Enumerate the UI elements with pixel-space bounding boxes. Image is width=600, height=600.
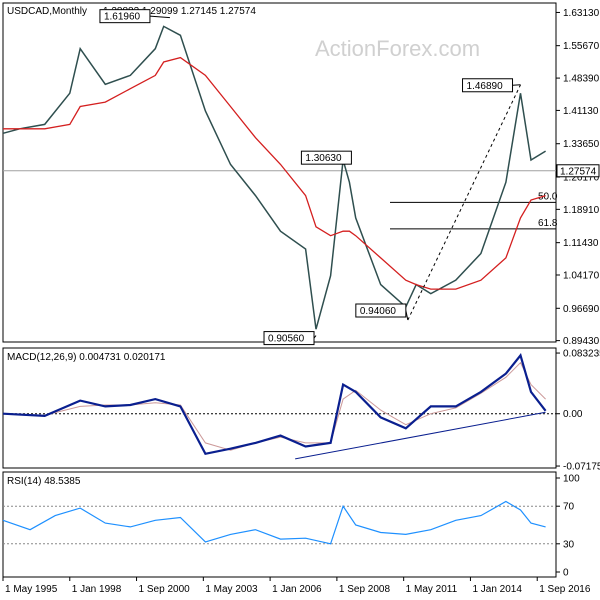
price-series <box>2 25 546 330</box>
price-annotations: 1.61960 1.30630 0.90560 0.94060 1.46890 <box>99 9 521 346</box>
macd-header: MACD(12,26,9) 0.004731 0.020171 <box>7 352 166 363</box>
moving-average-line <box>3 56 546 290</box>
price-y-tick-label: 1.11430 <box>563 238 599 249</box>
rsi-y-tick-label: 0 <box>563 568 569 579</box>
rsi-line <box>2 500 546 545</box>
x-tick-label: 1 May 2003 <box>205 584 258 595</box>
price-y-axis: 1.63130 1.55670 1.48390 1.41130 1.33650 1.261… <box>3 8 600 347</box>
rsi-series <box>2 500 546 545</box>
x-tick-label: 1 May 1995 <box>5 584 58 595</box>
x-tick-label: 1 Sep 2016 <box>539 584 591 595</box>
fib-label: 61.8 <box>538 218 558 229</box>
last-price-box <box>556 164 600 178</box>
annotation-label: 1.30630 <box>305 153 342 164</box>
x-tick-label: 1 Sep 2000 <box>139 584 191 595</box>
price-panel-frame <box>2 2 557 343</box>
x-tick-label: 1 Jan 2014 <box>472 584 522 595</box>
fib-label: 50.0 <box>538 191 558 202</box>
price-y-tick-label: 0.89430 <box>563 336 600 347</box>
annotation-box <box>99 9 151 24</box>
x-tick-label: 1 Jan 2006 <box>272 584 322 595</box>
annotation-label: 1.46890 <box>467 81 504 92</box>
price-y-tick-label: 1.18910 <box>563 205 600 216</box>
symbol-header: USDCAD,Monthly <box>7 6 87 17</box>
price-y-tick-label: 1.26170 <box>563 173 600 184</box>
x-axis: 1 May 1995 1 Jan 1998 1 Sep 2000 1 May 2003… <box>2 577 591 595</box>
rsi-y-tick-label: 100 <box>563 474 580 485</box>
fibonacci-levels: 50.0 61.8 <box>390 191 558 230</box>
annotation-label: 0.90560 <box>268 334 305 345</box>
price-y-tick-label: 1.33650 <box>563 139 600 150</box>
price-y-tick-label: 1.55670 <box>563 41 600 52</box>
macd-y-tick-label: 0.00 <box>563 409 583 420</box>
watermark: ActionForex.com <box>315 36 480 61</box>
ohlc-header: 1.28883 1.29099 1.27145 1.27574 <box>103 6 256 17</box>
macd-line <box>2 353 547 456</box>
price-y-tick-label: 1.48390 <box>563 74 600 85</box>
annotation-box <box>263 331 315 346</box>
annotation-leader <box>512 84 521 86</box>
dashed-trendline <box>407 84 521 321</box>
macd-support-line <box>295 411 546 460</box>
rsi-y-tick-label: 70 <box>563 502 575 513</box>
x-tick-label: 1 Sep 2008 <box>339 584 391 595</box>
x-tick-label: 1 Jan 1998 <box>72 584 122 595</box>
annotation-box <box>300 150 352 165</box>
price-y-tick-label: 0.96690 <box>563 304 600 315</box>
price-y-tick-label: 1.04170 <box>563 270 600 281</box>
price-y-tick-label: 1.41130 <box>563 106 599 117</box>
annotation-label: 1.61960 <box>104 12 141 23</box>
rsi-y-axis: 100 70 30 0 <box>3 474 580 579</box>
price-line <box>2 25 546 330</box>
macd-y-tick-label: 0.083235 <box>563 349 600 360</box>
macd-y-tick-label: -0.071752 <box>563 462 600 473</box>
rsi-y-tick-label: 30 <box>563 539 575 550</box>
rsi-header: RSI(14) 48.5385 <box>7 476 81 487</box>
annotation-box <box>355 303 407 318</box>
macd-panel-frame <box>2 347 557 469</box>
annotation-label: 0.94060 <box>360 306 397 317</box>
price-y-tick-label: 1.63130 <box>563 8 600 19</box>
annotation-leader <box>149 15 170 19</box>
rsi-panel-frame <box>2 471 557 578</box>
x-tick-label: 1 May 2011 <box>406 584 458 595</box>
last-price-label: 1.27574 <box>560 166 597 177</box>
annotation-box <box>462 78 514 93</box>
macd-series <box>2 353 547 460</box>
macd-y-axis: 0.083235 0.00 -0.071752 <box>3 349 600 473</box>
